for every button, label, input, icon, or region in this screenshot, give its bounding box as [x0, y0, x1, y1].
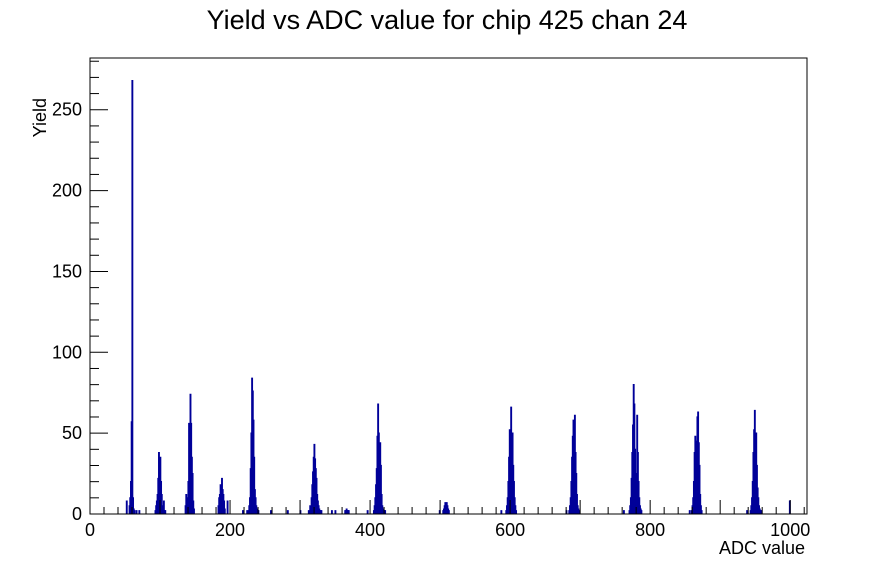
- histogram-bin: [576, 494, 578, 514]
- histogram-bin: [746, 510, 749, 514]
- histogram-bin: [138, 510, 141, 514]
- y-tick-label: 50: [62, 423, 82, 443]
- histogram-bin: [223, 508, 226, 514]
- y-axis: 0 50 100 150 200 250: [52, 60, 108, 524]
- histogram-bin: [309, 505, 312, 514]
- x-tick-label: 0: [85, 520, 95, 540]
- y-tick-label: 100: [52, 342, 82, 362]
- histogram-bin: [192, 500, 195, 514]
- histogram-bin: [379, 464, 382, 514]
- histogram-bin: [242, 510, 244, 514]
- histogram-bin: [699, 505, 702, 514]
- histogram-bin: [193, 508, 195, 514]
- histogram-bin: [131, 80, 134, 514]
- histogram-bin: [133, 510, 136, 514]
- histogram-bin: [334, 510, 337, 514]
- histogram-bin: [330, 510, 333, 514]
- histogram-bin: [634, 448, 637, 514]
- histogram-bin: [125, 500, 128, 514]
- histogram-bin: [500, 510, 503, 514]
- histogram-bin: [578, 510, 581, 514]
- histogram-bin: [246, 510, 249, 514]
- x-axis: 0 200 400 600 800 1000: [85, 500, 810, 540]
- histogram-bin: [226, 500, 229, 514]
- histogram-bin: [447, 510, 450, 514]
- histogram-bin: [700, 510, 703, 514]
- histogram-bin: [384, 510, 387, 514]
- histogram-bin: [514, 505, 517, 514]
- histogram-bin: [699, 494, 702, 514]
- histogram-bin: [307, 510, 310, 514]
- y-tick-label: 0: [72, 504, 82, 524]
- histogram-bin: [347, 510, 350, 514]
- histogram-bin: [515, 510, 518, 514]
- histogram-bin: [191, 472, 194, 514]
- histogram-bin: [688, 510, 691, 514]
- histogram-bin: [760, 510, 763, 514]
- histogram-bin: [320, 510, 323, 514]
- histogram-bin: [223, 500, 226, 514]
- histogram-bin: [622, 510, 625, 514]
- x-axis-label: ADC value: [719, 538, 805, 558]
- x-tick-label: 400: [355, 520, 385, 540]
- y-axis-label: Yield: [30, 98, 50, 137]
- x-tick-label: 600: [495, 520, 525, 540]
- histogram-bin: [164, 510, 167, 514]
- histogram-bin: [162, 500, 165, 514]
- histogram-bin: [640, 510, 643, 514]
- x-tick-label: 1000: [770, 520, 810, 540]
- histogram-bin: [132, 497, 135, 514]
- histogram-bin: [270, 510, 272, 514]
- histogram-bin: [160, 494, 163, 514]
- histogram-bin: [135, 510, 138, 514]
- x-tick-label: 800: [635, 520, 665, 540]
- plot-frame: [89, 57, 808, 515]
- histogram-bin: [366, 510, 369, 514]
- histogram-bin: [575, 472, 578, 514]
- histogram-bin: [286, 510, 289, 514]
- histogram-bin: [253, 456, 256, 514]
- y-tick-label: 250: [52, 100, 82, 120]
- x-tick-label: 200: [215, 520, 245, 540]
- histogram-bin: [380, 494, 383, 514]
- histogram-series: [125, 80, 791, 514]
- y-tick-label: 200: [52, 181, 82, 201]
- y-tick-label: 150: [52, 261, 82, 281]
- histogram-bin: [698, 464, 701, 514]
- chart-title: Yield vs ADC value for chip 425 chan 24: [207, 5, 688, 35]
